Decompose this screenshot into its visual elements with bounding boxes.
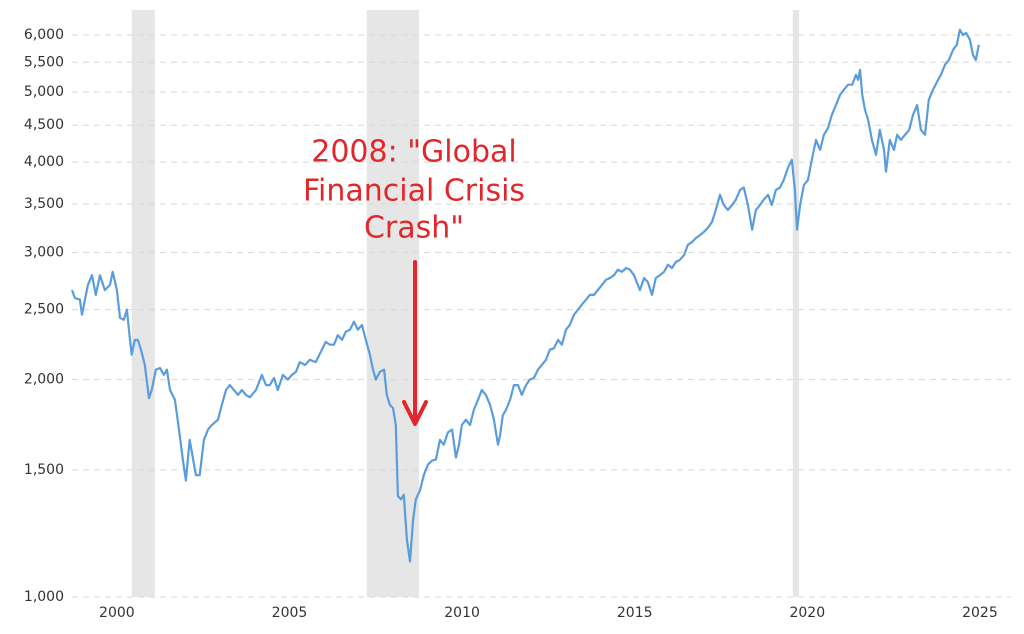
y-tick-label: 2,000 [24,372,64,388]
annotation: 2008: "Global Financial Crisis Crash" [303,135,525,426]
x-tick-label: 2005 [272,605,308,621]
grid: 1,000 1,500 2,000 2,500 3,000 3,500 4,000 4,500… [24,27,1011,621]
data-line [70,28,980,563]
x-tick-label: 2020 [789,605,825,621]
shaded-range [792,10,800,597]
shaded-range [366,10,419,597]
y-tick-label: 4,000 [24,154,64,170]
annotation-line: Financial Crisis [303,174,525,209]
y-tick-label: 2,500 [24,302,64,318]
x-tick-label: 2025 [962,605,998,621]
y-tick-label: 3,000 [24,244,64,260]
y-tick-label: 1,000 [24,589,64,605]
y-tick-label: 4,500 [24,117,64,133]
x-tick-label: 2010 [444,605,480,621]
x-tick-label: 2000 [99,605,135,621]
y-tick-label: 6,000 [24,27,64,43]
annotation-line: 2008: "Global [311,135,517,170]
recession-shading [131,10,800,597]
plot [70,28,980,563]
shaded-range [131,10,155,597]
y-tick-label: 1,500 [24,462,64,478]
y-tick-label: 3,500 [24,196,64,212]
arrow-head [402,400,428,426]
y-tick-label: 5,000 [24,84,64,100]
annotation-line: Crash" [364,211,464,246]
y-tick-label: 5,500 [24,54,64,70]
x-tick-label: 2015 [617,605,653,621]
